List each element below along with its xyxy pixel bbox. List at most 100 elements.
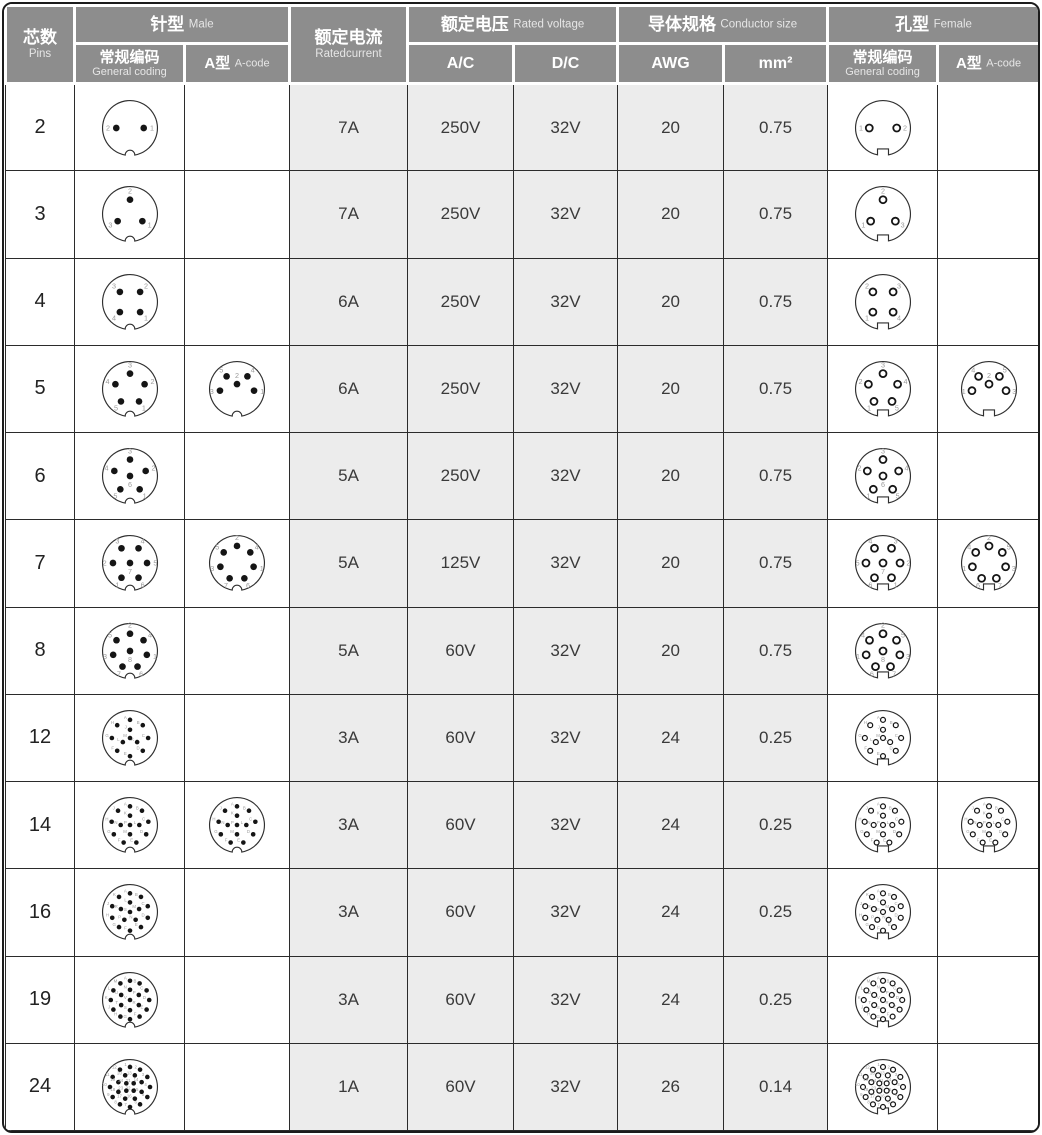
- pins-cell: 16: [5, 868, 75, 957]
- svg-text:8: 8: [881, 654, 885, 663]
- male-connector-icon: 2 4 16 73 5 8: [101, 620, 158, 679]
- male-connector-icon: 3 2 1 5 4 6: [101, 447, 158, 504]
- svg-text:2: 2: [102, 559, 106, 568]
- svg-text:5: 5: [153, 559, 157, 568]
- svg-text:F: F: [124, 926, 127, 931]
- svg-text:6: 6: [134, 1099, 137, 1104]
- svg-text:C: C: [895, 817, 898, 822]
- svg-text:J: J: [220, 806, 222, 811]
- svg-text:3: 3: [108, 221, 112, 230]
- svg-text:A: A: [876, 801, 879, 806]
- svg-text:6: 6: [869, 669, 873, 678]
- pins-cell: 4: [5, 257, 75, 346]
- awg-cell: 20: [617, 606, 725, 695]
- male-acode-cell: [183, 955, 291, 1044]
- rated-current-header: 额定电流 Ratedcurrent: [288, 4, 410, 85]
- svg-text:3: 3: [210, 387, 214, 396]
- svg-text:D: D: [142, 995, 145, 1000]
- svg-text:7: 7: [877, 1102, 880, 1107]
- female-acode-cell: 4 5 2 1 3: [937, 344, 1038, 434]
- svg-text:1: 1: [142, 491, 146, 500]
- svg-text:5: 5: [901, 630, 905, 639]
- female-general-cell: 2 3 1: [827, 170, 939, 259]
- rated-current-cell: 3A: [289, 955, 409, 1044]
- svg-text:9: 9: [860, 1092, 863, 1097]
- female-connector-icon: 2 5 3 7 61 4 8: [854, 620, 911, 679]
- svg-text:D: D: [998, 829, 1001, 834]
- svg-text:M: M: [113, 978, 117, 983]
- rated-voltage-header-en: Rated voltage: [513, 18, 585, 31]
- svg-text:D: D: [247, 829, 250, 834]
- svg-text:7: 7: [116, 669, 120, 678]
- table-row: 6 3 2 1 5 4 6 5A 250V 32V 20 0.75 3 4 5 1 2 6: [5, 431, 1038, 521]
- svg-text:3: 3: [881, 447, 885, 456]
- svg-text:4: 4: [868, 537, 872, 546]
- rated-current-cell: 5A: [289, 431, 409, 521]
- svg-text:4: 4: [861, 630, 865, 639]
- svg-text:6: 6: [887, 1099, 890, 1104]
- svg-text:M: M: [876, 829, 880, 834]
- svg-text:7: 7: [998, 582, 1002, 591]
- svg-text:J: J: [108, 1004, 110, 1009]
- table-row: 4 3 2 1 4 6A 250V 32V 20 0.75 2 3 4 1: [5, 257, 1038, 346]
- svg-text:8: 8: [114, 1099, 117, 1104]
- svg-text:B: B: [133, 978, 136, 983]
- svg-text:2: 2: [865, 281, 869, 290]
- svg-text:C: C: [894, 902, 897, 907]
- svg-text:A: A: [123, 715, 126, 720]
- svg-text:1: 1: [893, 581, 897, 590]
- female-acode-cell: [937, 606, 1038, 695]
- svg-text:G: G: [966, 829, 970, 834]
- pins-header-en: Pins: [28, 47, 52, 60]
- female-acode-cell: [937, 955, 1038, 1044]
- female-acode-cell: A B C D E F G H J K L M N P: [937, 780, 1038, 870]
- svg-text:13: 13: [879, 1070, 884, 1075]
- svg-text:1: 1: [961, 387, 965, 396]
- male-general-cell: 1 2 3 4 5 6 7 8 9 10 11 12 13 14 15 16 17 18 19 20 21 22 23 24: [74, 1042, 185, 1131]
- ac-voltage-cell: 250V: [407, 82, 515, 172]
- svg-text:F: F: [886, 1011, 889, 1016]
- dc-voltage-cell: 32V: [513, 955, 619, 1044]
- svg-text:P: P: [123, 820, 126, 825]
- svg-text:M: M: [885, 904, 889, 909]
- svg-text:19: 19: [863, 1077, 868, 1082]
- svg-text:20: 20: [117, 1070, 122, 1075]
- svg-text:1: 1: [866, 491, 870, 500]
- table-header: 芯数 Pins 针型 Male 额定电流 Ratedcurrent 额定电压 R…: [4, 4, 1038, 85]
- dc-voltage-cell: 32V: [513, 780, 619, 870]
- svg-text:J: J: [124, 725, 126, 730]
- svg-text:K: K: [876, 811, 879, 816]
- svg-text:16: 16: [879, 1093, 884, 1098]
- pins-cell: 24: [5, 1042, 75, 1131]
- svg-text:18: 18: [110, 1087, 115, 1092]
- svg-text:5: 5: [141, 1092, 144, 1097]
- svg-text:V: V: [876, 995, 879, 1000]
- svg-text:A: A: [982, 801, 985, 806]
- svg-text:3: 3: [103, 652, 107, 661]
- svg-text:7: 7: [124, 1102, 127, 1107]
- rated-current-cell: 6A: [289, 344, 409, 434]
- svg-text:1: 1: [962, 564, 966, 573]
- svg-text:5: 5: [894, 403, 898, 412]
- ac-voltage-cell: 60V: [407, 693, 515, 783]
- svg-text:4: 4: [104, 464, 108, 473]
- mm2-cell: 0.75: [723, 257, 829, 346]
- pins-header: 芯数 Pins: [4, 4, 76, 85]
- awg-cell: 26: [617, 1042, 725, 1131]
- svg-text:H: H: [863, 720, 866, 725]
- svg-text:2: 2: [127, 187, 131, 196]
- svg-text:E: E: [237, 838, 240, 843]
- svg-text:J: J: [861, 1004, 863, 1009]
- svg-text:12: 12: [111, 1064, 116, 1069]
- female-connector-icon: 4 5 2 1 3: [960, 360, 1017, 417]
- svg-text:L: L: [133, 820, 136, 825]
- svg-text:F: F: [117, 838, 120, 843]
- svg-text:S: S: [876, 1005, 879, 1010]
- female-general-cell: 3 4 5 1 2: [827, 344, 939, 434]
